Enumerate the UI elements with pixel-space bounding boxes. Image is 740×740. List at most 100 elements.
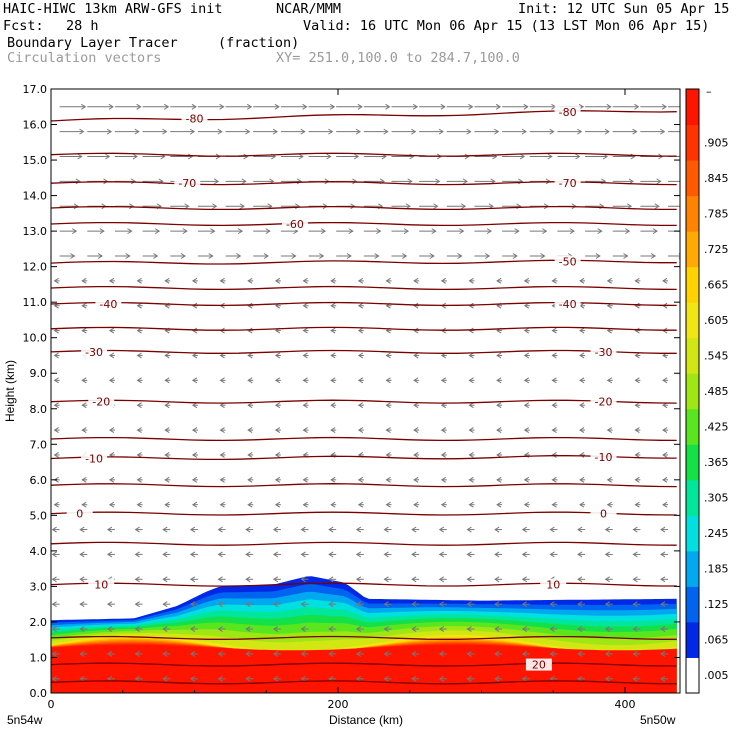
wind-vector-head (496, 501, 502, 508)
wind-vector-head (330, 402, 336, 409)
wind-vector-head (136, 302, 142, 309)
field-name: Boundary Layer Tracer (7, 35, 178, 51)
isotherm-label-bg (590, 450, 617, 463)
wind-vector-head (81, 277, 87, 284)
wind-vector-head (540, 253, 546, 259)
wind-vector-head (296, 178, 303, 185)
isotherm-line (51, 326, 677, 331)
wind-vector-head (106, 650, 113, 657)
wind-vector-head (219, 427, 225, 434)
wind-vector-head (245, 650, 251, 657)
wind-vector-head (274, 501, 281, 508)
wind-vector-head (551, 377, 557, 384)
wind-vector-head (413, 452, 419, 458)
wind-vector-head (494, 526, 500, 533)
colorbar-swatch (686, 479, 699, 516)
wind-vector-head (291, 253, 297, 259)
wind-vector-head (184, 203, 190, 210)
colorbar-swatch (686, 621, 699, 658)
wind-vector-head (413, 501, 419, 508)
wind-vector-head (438, 551, 445, 558)
wind-vector-head (468, 427, 474, 434)
wind-vector-head (272, 576, 279, 583)
y-tick-label: 12.0 (23, 261, 48, 274)
wind-vector-head (302, 302, 308, 309)
wind-vector-head (51, 526, 57, 533)
wind-vector-head (162, 576, 168, 583)
wind-vector-head (662, 277, 668, 284)
wind-vector-head (328, 650, 334, 657)
wind-vector-head (577, 576, 583, 583)
wind-vector-head (274, 452, 281, 458)
init-time: Init: 12 UTC Sun 05 Apr 15 (518, 1, 730, 17)
wind-vector-head (136, 452, 142, 458)
isotherm-label: -80 (186, 113, 204, 126)
wind-vector-head (466, 576, 472, 583)
wind-vector-head (519, 153, 526, 160)
colorbar-swatch (686, 586, 699, 623)
wind-vector-head (79, 626, 85, 632)
wind-vector-head (180, 253, 186, 259)
wind-vector-head (383, 601, 389, 608)
x-end-location: 5n50w (640, 713, 676, 727)
wind-vector-head (357, 327, 364, 334)
colorbar-swatch (686, 195, 699, 232)
wind-vector-head (551, 352, 557, 359)
wind-vector-head (466, 675, 472, 682)
wind-vector-head (459, 228, 465, 235)
wind-vector-head (357, 103, 363, 110)
wind-vector-head (189, 650, 196, 657)
wind-vector-head (466, 526, 472, 533)
wind-vector-head (549, 128, 555, 135)
wind-vector-head (136, 352, 142, 359)
wind-vector-head (272, 626, 279, 632)
wind-vector-head (632, 128, 638, 135)
wind-vector-head (494, 675, 500, 682)
wind-vector-head (191, 476, 198, 483)
wind-vector-head (136, 277, 142, 284)
colorbar-label: .905 (704, 136, 729, 149)
colorbar-swatch (686, 89, 699, 126)
x-tick-label: 0 (48, 698, 55, 711)
wind-vector-head (438, 601, 445, 608)
wind-vector-head (355, 675, 362, 682)
isotherm-label-bg (88, 578, 115, 591)
wind-vector-head (604, 626, 611, 632)
wind-vector-head (464, 153, 470, 160)
wind-vector-head (413, 476, 419, 483)
wind-vector-head (486, 228, 492, 235)
wind-vector-head (606, 277, 613, 284)
wind-vector-head (357, 377, 364, 384)
isotherm-label-bg (554, 255, 581, 268)
wind-vector-head (606, 427, 613, 434)
wind-vector-head (660, 675, 666, 682)
colorbar-label: .785 (704, 207, 729, 220)
colorbar-swatch (686, 302, 699, 339)
wind-vector-head (189, 551, 196, 558)
wind-vector-head (604, 650, 611, 657)
wind-vector-head (523, 476, 530, 483)
wind-vector-head (433, 203, 439, 210)
isotherm-label: -30 (594, 346, 612, 359)
wind-vector-head (247, 302, 253, 309)
colorbar-swatch (686, 550, 699, 587)
isotherm-line (51, 259, 677, 265)
wind-vector-head (579, 476, 585, 483)
wind-vector-head (79, 601, 85, 608)
y-tick-label: 9.0 (30, 367, 48, 380)
wind-vector-head (247, 452, 253, 458)
isotherm-label: -60 (286, 218, 304, 231)
wind-vector-head (106, 551, 113, 558)
wind-vector-head (247, 327, 253, 334)
wind-vector-head (468, 452, 474, 458)
colorbar-label: .665 (704, 278, 729, 291)
wind-vector-head (191, 452, 198, 458)
wind-vector-head (357, 402, 364, 409)
wind-vector-head (632, 601, 638, 608)
wind-vector-head (407, 178, 413, 185)
wind-vector-head (108, 352, 115, 359)
isotherm-label-bg (181, 112, 208, 125)
wind-vector-head (136, 377, 142, 384)
wind-vector-head (330, 277, 336, 284)
wind-vector-head (217, 650, 223, 657)
